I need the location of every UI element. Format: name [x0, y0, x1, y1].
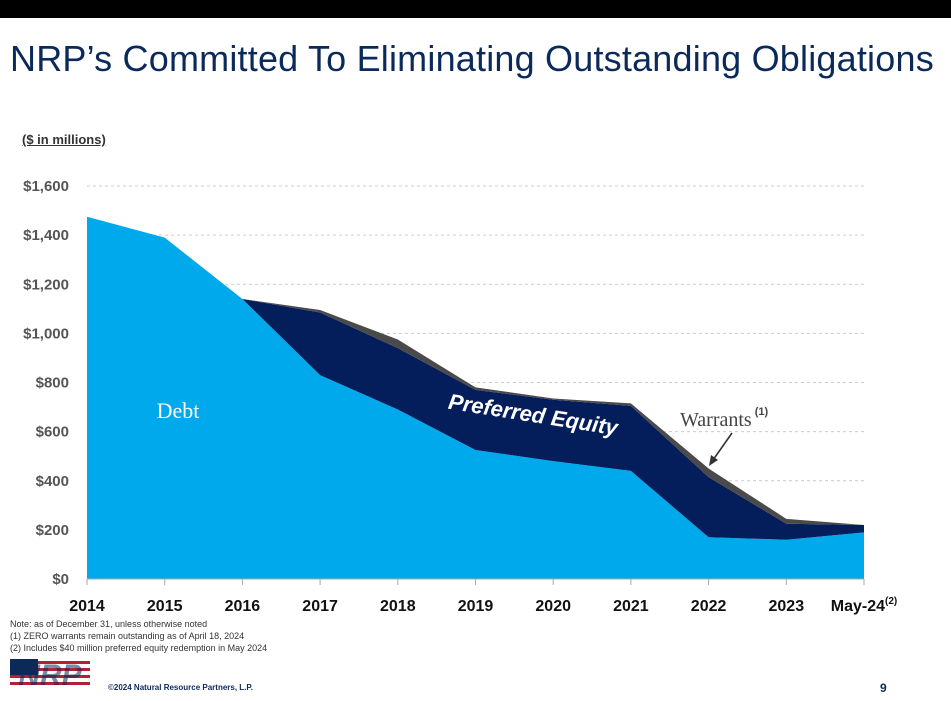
x-tick-label: 2022 [691, 598, 727, 615]
svg-text:NRP: NRP [18, 659, 82, 691]
y-tick-label: $1,000 [23, 325, 69, 342]
x-tick-label: 2020 [535, 598, 571, 615]
x-tick-label: 2015 [147, 598, 183, 615]
area-debt [87, 216, 864, 579]
x-tick-label: 2017 [302, 598, 338, 615]
x-tick-label: 2021 [613, 598, 649, 615]
footnote-2: (2) Includes $40 million preferred equit… [10, 643, 268, 653]
y-tick-label: $0 [52, 571, 69, 588]
footnotes: Note: as of December 31, unless otherwis… [10, 618, 267, 654]
y-tick-label: $600 [36, 424, 69, 441]
x-tick-superscript: (2) [885, 596, 897, 607]
x-tick-label: 2016 [225, 598, 261, 615]
y-tick-label: $1,200 [23, 276, 69, 293]
chart-axes: $0 $200 $400 $600 $800 $1,000 $1,200 $1,400 $1,6… [23, 178, 897, 615]
warrants-arrowhead [709, 455, 718, 466]
page-number: 9 [880, 681, 887, 695]
footnote-note: Note: as of December 31, unless otherwis… [10, 619, 208, 629]
top-bar [0, 0, 951, 18]
x-tick-label: 2018 [380, 598, 416, 615]
x-tick-label: 2019 [458, 598, 494, 615]
y-tick-label: $1,600 [23, 178, 69, 195]
x-tick-label: May-24(2) [831, 596, 897, 615]
footnote-1: (1) ZERO warrants remain outstanding as … [10, 631, 245, 641]
series-label-warrants: Warrants (1) [680, 406, 768, 431]
warrants-arrow [712, 432, 733, 461]
units-label: ($ in millions) [22, 132, 106, 147]
warrants-superscript: (1) [755, 406, 769, 418]
chart-areas [87, 216, 864, 579]
y-tick-label: $200 [36, 522, 69, 539]
series-label-debt: Debt [157, 398, 200, 423]
page-title: NRP’s Committed To Eliminating Outstandi… [10, 38, 934, 79]
area-preferred-equity [87, 216, 864, 540]
y-tick-label: $800 [36, 375, 69, 392]
nrp-logo: NRP [10, 659, 90, 691]
y-tick-label: $1,400 [23, 227, 69, 244]
copyright: ©2024 Natural Resource Partners, L.P. [108, 683, 253, 692]
x-tick-label: 2014 [69, 598, 105, 615]
x-tick-label: 2023 [769, 598, 805, 615]
y-tick-label: $400 [36, 473, 69, 490]
area-chart: $0 $200 $400 $600 $800 $1,000 $1,200 $1,400 $1,6… [23, 178, 897, 615]
